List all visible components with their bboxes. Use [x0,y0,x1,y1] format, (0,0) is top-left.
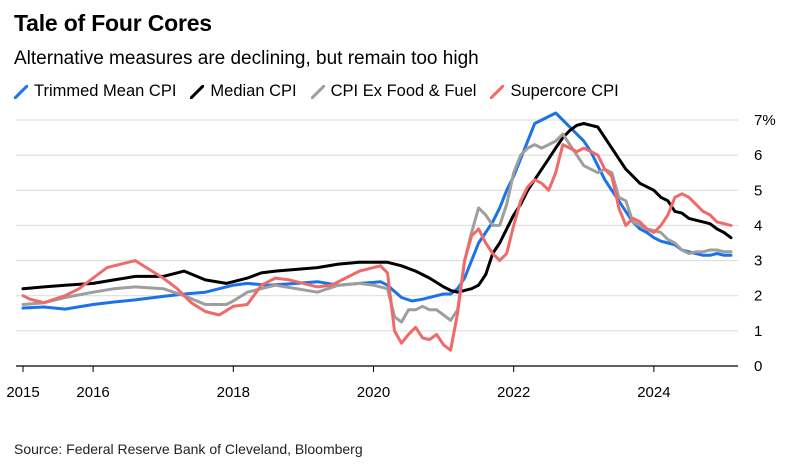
legend-item-ex-food-fuel: CPI Ex Food & Fuel [310,82,477,101]
y-tick-label-2: 2 [754,288,762,305]
legend-swatch-median [190,84,205,99]
series-line-median [21,122,733,294]
series-line-ex-food-fuel [21,132,733,324]
x-tick-label-2018: 2018 [217,384,250,401]
x-tick-label-2022: 2022 [497,384,530,401]
series-lines [21,111,733,352]
gridlines [16,119,738,332]
legend-item-median: Median CPI [190,82,297,101]
legend-swatch-ex-food-fuel [310,84,325,99]
legend-item-trimmed-mean: Trimmed Mean CPI [14,82,176,101]
series-line-supercore [21,143,733,352]
legend-swatch-supercore [490,84,505,99]
legend-swatch-trimmed-mean [14,84,28,99]
legend-label-trimmed-mean: Trimmed Mean CPI [34,82,177,100]
line-chart: 2015 2016 2018 2020 2022 2024 0 1 2 3 4 5 6 7% [6,111,776,401]
y-tick-label-4: 4 [754,217,762,234]
y-tick-label-1: 1 [754,323,762,340]
y-axis: 0 1 2 3 4 5 6 7% [754,112,776,375]
legend: Trimmed Mean CPI Median CPI CPI Ex Food … [14,82,633,101]
x-tick-label-2016: 2016 [76,384,109,401]
y-tick-label-3: 3 [754,253,762,270]
x-tick-label-2015: 2015 [6,384,39,401]
series-line-trimmed-mean [21,111,733,311]
x-tick-label-2020: 2020 [357,384,390,401]
x-axis: 2015 2016 2018 2020 2022 2024 [6,365,738,401]
chart-subtitle: Alternative measures are declining, but … [14,48,479,69]
x-tick-label-2024: 2024 [637,384,670,401]
legend-label-median: Median CPI [210,82,297,100]
y-tick-label-0: 0 [754,358,762,375]
chart-title: Tale of Four Cores [14,10,212,36]
legend-label-ex-food-fuel: CPI Ex Food & Fuel [330,82,477,100]
y-tick-label-7: 7% [754,112,776,129]
source-note: Source: Federal Reserve Bank of Clevelan… [14,441,363,457]
legend-label-supercore: Supercore CPI [510,82,619,100]
y-tick-label-6: 6 [754,147,762,164]
y-tick-label-5: 5 [754,182,762,199]
legend-item-supercore: Supercore CPI [490,82,619,101]
